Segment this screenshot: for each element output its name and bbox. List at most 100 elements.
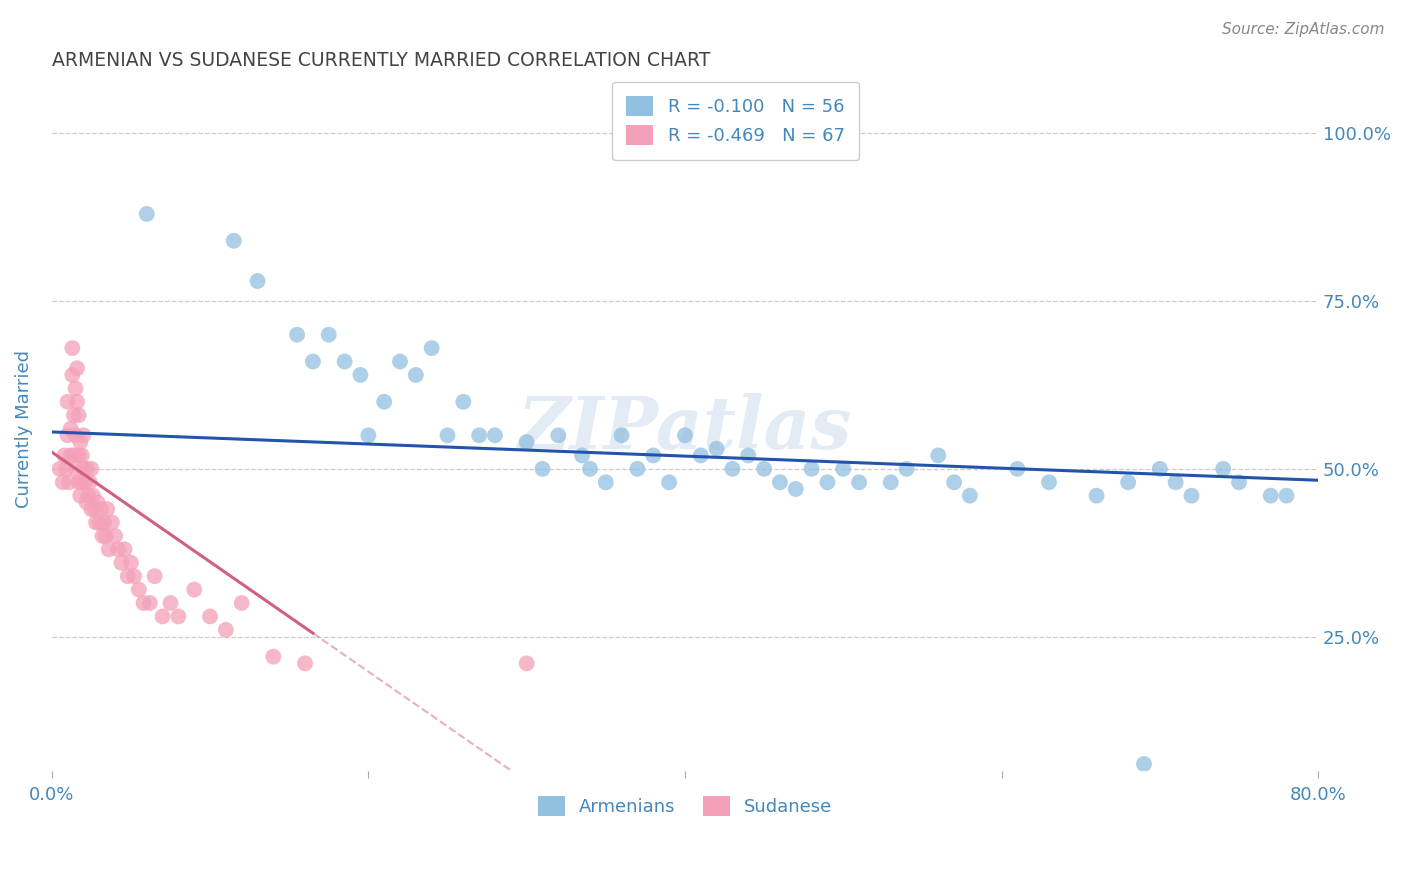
- Point: [59, 421, 82, 435]
- Point: [943, 475, 966, 490]
- Point: [139, 596, 162, 610]
- Point: [848, 475, 870, 490]
- Point: [959, 489, 981, 503]
- Point: [737, 449, 759, 463]
- Point: [215, 623, 238, 637]
- Point: [531, 462, 554, 476]
- Point: [595, 475, 617, 490]
- Point: [1038, 475, 1060, 490]
- Point: [90, 502, 112, 516]
- Point: [69, 489, 91, 503]
- Point: [721, 462, 744, 476]
- Point: [70, 449, 93, 463]
- Point: [72, 462, 94, 476]
- Point: [101, 516, 124, 530]
- Point: [420, 341, 443, 355]
- Point: [752, 462, 775, 476]
- Point: [59, 449, 82, 463]
- Point: [547, 428, 569, 442]
- Point: [132, 596, 155, 610]
- Point: [294, 657, 316, 671]
- Point: [122, 569, 145, 583]
- Point: [246, 274, 269, 288]
- Point: [1149, 462, 1171, 476]
- Point: [73, 475, 96, 490]
- Point: [626, 462, 648, 476]
- Point: [107, 542, 129, 557]
- Point: [60, 368, 83, 382]
- Point: [1212, 462, 1234, 476]
- Point: [135, 207, 157, 221]
- Point: [159, 596, 181, 610]
- Point: [405, 368, 427, 382]
- Point: [800, 462, 823, 476]
- Point: [117, 569, 139, 583]
- Point: [198, 609, 221, 624]
- Point: [86, 495, 108, 509]
- Point: [880, 475, 903, 490]
- Point: [67, 449, 90, 463]
- Point: [689, 449, 711, 463]
- Point: [388, 354, 411, 368]
- Point: [896, 462, 918, 476]
- Text: ZIPatlas: ZIPatlas: [517, 393, 852, 464]
- Point: [318, 327, 340, 342]
- Point: [93, 516, 115, 530]
- Point: [120, 556, 142, 570]
- Point: [63, 408, 86, 422]
- Point: [104, 529, 127, 543]
- Point: [357, 428, 380, 442]
- Point: [84, 516, 107, 530]
- Point: [673, 428, 696, 442]
- Point: [143, 569, 166, 583]
- Point: [55, 462, 77, 476]
- Point: [69, 435, 91, 450]
- Point: [1164, 475, 1187, 490]
- Point: [67, 408, 90, 422]
- Y-axis label: Currently Married: Currently Married: [15, 350, 32, 508]
- Point: [56, 394, 79, 409]
- Point: [1085, 489, 1108, 503]
- Point: [231, 596, 253, 610]
- Point: [53, 449, 76, 463]
- Point: [610, 428, 633, 442]
- Point: [1260, 489, 1282, 503]
- Point: [302, 354, 325, 368]
- Point: [66, 361, 89, 376]
- Point: [1133, 756, 1156, 771]
- Point: [1007, 462, 1029, 476]
- Point: [1180, 489, 1202, 503]
- Text: Source: ZipAtlas.com: Source: ZipAtlas.com: [1222, 22, 1385, 37]
- Point: [77, 489, 100, 503]
- Point: [52, 475, 75, 490]
- Point: [373, 394, 395, 409]
- Point: [65, 381, 87, 395]
- Point: [65, 428, 87, 442]
- Point: [706, 442, 728, 456]
- Point: [80, 502, 103, 516]
- Point: [65, 462, 87, 476]
- Point: [66, 394, 89, 409]
- Point: [516, 657, 538, 671]
- Point: [927, 449, 949, 463]
- Point: [76, 462, 98, 476]
- Point: [468, 428, 491, 442]
- Point: [97, 542, 120, 557]
- Point: [67, 475, 90, 490]
- Point: [262, 649, 284, 664]
- Point: [83, 502, 105, 516]
- Point: [579, 462, 602, 476]
- Point: [453, 394, 475, 409]
- Point: [516, 435, 538, 450]
- Point: [152, 609, 174, 624]
- Point: [79, 475, 101, 490]
- Point: [56, 428, 79, 442]
- Point: [643, 449, 665, 463]
- Point: [48, 462, 70, 476]
- Point: [658, 475, 681, 490]
- Point: [1275, 489, 1298, 503]
- Point: [1227, 475, 1250, 490]
- Point: [571, 449, 593, 463]
- Point: [82, 489, 104, 503]
- Point: [285, 327, 308, 342]
